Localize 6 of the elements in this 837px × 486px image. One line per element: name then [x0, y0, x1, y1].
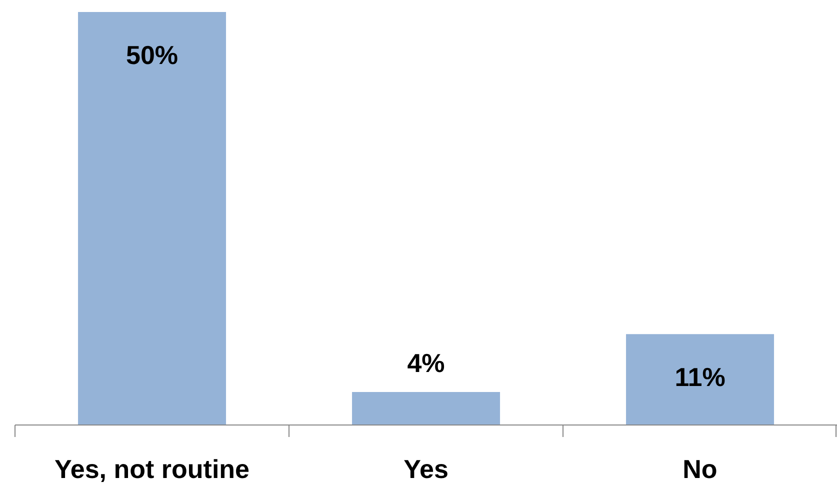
data-label: 50%: [126, 40, 178, 70]
data-label: 4%: [407, 348, 445, 378]
data-label: 11%: [674, 362, 726, 392]
x-tick-label: Yes, not routine: [54, 454, 250, 484]
x-tick-label: No: [682, 454, 718, 484]
x-tick-label: Yes: [404, 454, 448, 484]
